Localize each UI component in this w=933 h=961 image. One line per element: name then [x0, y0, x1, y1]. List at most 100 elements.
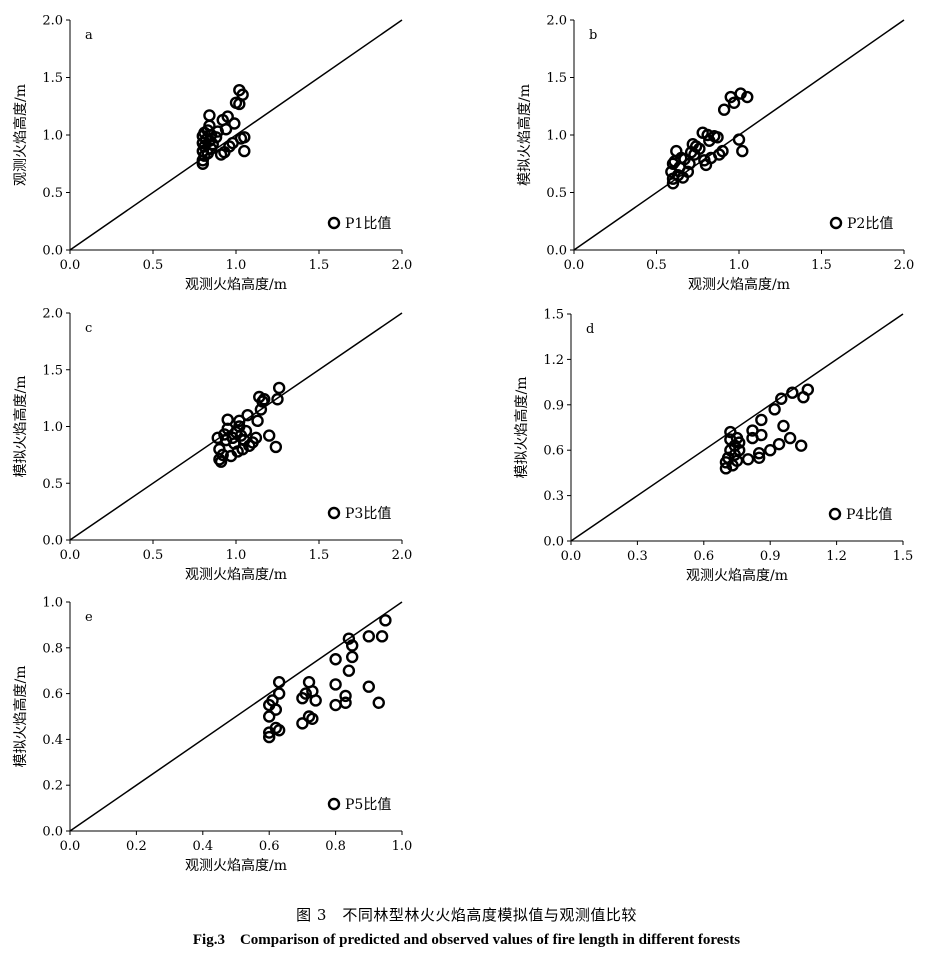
- legend-label: P1比值: [345, 216, 391, 232]
- data-point: [732, 133, 746, 146]
- data-point: [203, 134, 216, 147]
- figure-caption-english: Fig.3 Comparison of predicted and observ…: [192, 932, 741, 948]
- y-axis-title: 模拟火焰高度/m: [12, 666, 29, 768]
- panel-label: b: [589, 28, 597, 43]
- x-axis-title: 观测火焰高度/m: [185, 857, 287, 874]
- y-tick-label: 1.0: [42, 420, 63, 435]
- data-point: [269, 440, 283, 454]
- y-tick-label: 0.0: [42, 244, 63, 259]
- data-point: [346, 639, 359, 652]
- figure-caption-chinese: 图 3 不同林型林火火焰高度模拟值与观测值比较: [296, 906, 637, 924]
- x-tick-label: 1.2: [826, 549, 847, 564]
- data-point: [734, 87, 747, 100]
- data-point: [724, 425, 737, 439]
- data-point: [736, 144, 749, 158]
- data-point: [238, 144, 251, 158]
- data-point: [203, 109, 216, 122]
- y-axis-title: 观测火焰高度/m: [12, 84, 29, 186]
- x-axis-title: 观测火焰高度/m: [686, 567, 788, 584]
- data-point: [306, 712, 319, 725]
- data-point: [362, 680, 375, 693]
- data-point: [236, 88, 249, 101]
- x-tick-label: 0.5: [646, 258, 667, 273]
- y-tick-label: 2.0: [546, 14, 567, 29]
- data-point: [241, 408, 254, 422]
- data-point: [741, 453, 755, 466]
- panel-label: e: [85, 610, 93, 625]
- data-point: [733, 444, 746, 457]
- data-point: [786, 386, 799, 399]
- data-point: [251, 414, 264, 428]
- data-point: [223, 140, 236, 153]
- data-point: [693, 142, 706, 156]
- x-tick-label: 2.0: [894, 258, 915, 273]
- data-point: [221, 110, 234, 123]
- x-tick-label: 0.0: [60, 548, 81, 563]
- x-tick-label: 0.0: [60, 839, 81, 854]
- y-axis-title: 模拟火焰高度/m: [12, 376, 29, 478]
- panel-d: 0.0 0.3 0.6 0.9 1.2 1.5 0.0 0.3 0.6 0.9 1.2 1.5 d 观测火…: [513, 308, 913, 585]
- reference-line-1to1: [570, 313, 904, 542]
- x-tick-label: 2.0: [392, 258, 413, 273]
- data-point: [269, 703, 283, 716]
- data-point: [683, 157, 696, 170]
- y-tick-label: 0.5: [42, 186, 63, 201]
- data-point: [243, 439, 256, 452]
- data-point: [272, 381, 286, 395]
- x-tick-label: 0.5: [143, 258, 164, 273]
- data-point: [379, 614, 392, 627]
- data-point: [263, 710, 276, 723]
- y-tick-label: 0.0: [546, 244, 567, 259]
- data-point: [299, 687, 312, 700]
- panel-c: 0.0 0.5 1.0 1.5 2.0 0.0 0.5 1.0 1.5 2.0 c 观测火焰高度/m 模…: [12, 307, 412, 584]
- y-tick-label: 1.5: [42, 71, 63, 86]
- data-point: [372, 696, 385, 709]
- data-point: [221, 413, 234, 426]
- data-point: [727, 96, 741, 110]
- y-tick-label: 0.0: [42, 534, 63, 549]
- y-tick-label: 0.6: [42, 687, 63, 702]
- panel-a: 0.0 0.5 1.0 1.5 2.0 0.0 0.5 1.0 1.5 2.0 a 观测火焰高度/m 观…: [12, 14, 412, 294]
- data-point: [741, 90, 754, 104]
- data-point: [794, 439, 808, 452]
- y-tick-label: 1.2: [543, 353, 564, 368]
- data-point: [764, 444, 777, 457]
- data-point: [342, 632, 356, 645]
- y-tick-label: 2.0: [42, 307, 63, 322]
- data-point: [329, 678, 342, 691]
- data-point: [239, 424, 253, 438]
- y-tick-label: 1.5: [543, 308, 564, 323]
- data-point: [717, 103, 731, 116]
- data-point: [772, 437, 786, 451]
- legend-marker: [829, 216, 843, 230]
- data-point: [362, 630, 375, 643]
- data-point: [752, 447, 766, 460]
- x-tick-label: 0.9: [760, 549, 781, 564]
- x-tick-label: 0.4: [192, 839, 213, 854]
- y-tick-label: 0.4: [42, 733, 63, 748]
- reference-line-1to1: [69, 601, 403, 832]
- x-tick-label: 0.6: [259, 839, 280, 854]
- legend-label: P2比值: [847, 216, 893, 232]
- x-axis-title: 观测火焰高度/m: [688, 276, 790, 293]
- legend-marker: [828, 507, 842, 521]
- x-tick-label: 1.0: [392, 839, 413, 854]
- x-axis-title: 观测火焰高度/m: [185, 276, 287, 293]
- data-point: [201, 147, 214, 160]
- data-point: [216, 448, 229, 462]
- data-point: [263, 429, 276, 442]
- x-tick-label: 2.0: [392, 548, 413, 563]
- x-tick-label: 1.5: [309, 548, 330, 563]
- data-point: [296, 717, 309, 730]
- data-point: [233, 414, 246, 428]
- x-tick-label: 0.0: [60, 258, 81, 273]
- data-point: [755, 413, 768, 427]
- x-tick-label: 0.2: [126, 839, 147, 854]
- x-tick-label: 1.0: [226, 548, 247, 563]
- y-tick-label: 0.0: [42, 825, 63, 840]
- data-point: [783, 431, 797, 445]
- y-tick-label: 1.5: [42, 363, 63, 378]
- x-tick-label: 1.0: [226, 258, 247, 273]
- panel-label: a: [85, 28, 93, 43]
- data-point: [214, 455, 228, 468]
